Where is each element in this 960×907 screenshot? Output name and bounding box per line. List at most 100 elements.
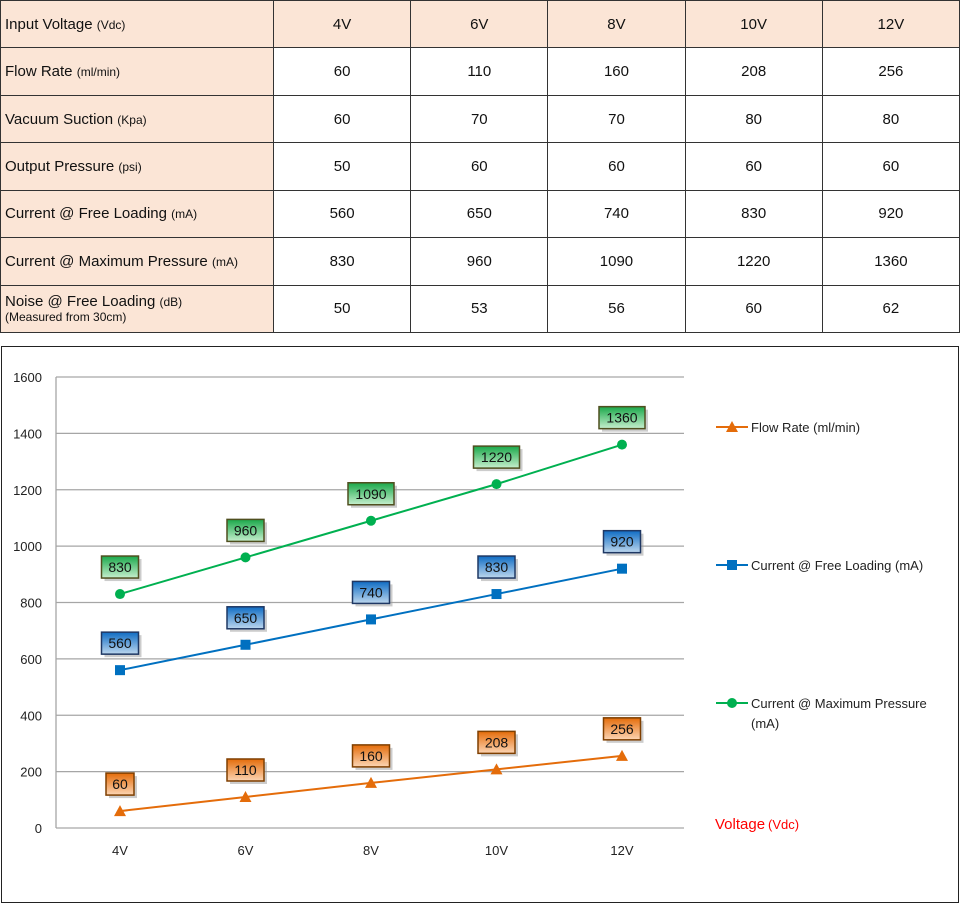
- y-tick-label: 1400: [13, 426, 42, 441]
- unit-text: (psi): [118, 159, 142, 174]
- x-axis-title-text: Voltage: [715, 816, 765, 833]
- value-cell: 60: [410, 142, 549, 191]
- data-label: 160: [359, 748, 383, 764]
- x-axis-title: Voltage (Vdc): [715, 816, 799, 833]
- table-row: Output Pressure (psi) 50 60 60 60 60: [0, 142, 960, 191]
- value-cell: 60: [547, 142, 686, 191]
- value-cell: 160: [547, 47, 686, 96]
- circle-marker: [240, 552, 251, 563]
- data-label: 1360: [606, 410, 637, 426]
- y-tick-label: 1000: [13, 539, 42, 554]
- unit-text: (Kpa): [117, 112, 147, 127]
- data-label: 110: [234, 762, 257, 778]
- data-label-box: [477, 730, 516, 755]
- unit-text: (ml/min): [76, 65, 121, 80]
- value-cell: 560: [272, 189, 412, 239]
- y-tick-label: 1200: [13, 483, 42, 498]
- table-row: Current @ Free Loading (mA) 560 650 740 830 9…: [0, 189, 960, 239]
- table-row: Noise @ Free Loading (dB) (Measured from …: [0, 284, 960, 334]
- value-cell: 650: [410, 189, 549, 239]
- data-label-box: [598, 405, 646, 430]
- data-label-box: [477, 555, 516, 579]
- row-label: Output Pressure (psi): [0, 142, 274, 191]
- data-label-box: [226, 606, 265, 630]
- spec-table: Input Voltage (Vdc) 4V 6V 8V 10V 12V Flow Rate…: [0, 0, 960, 334]
- row-label: Flow Rate (ml/min): [0, 47, 274, 96]
- row-label: Current @ Maximum Pressure (mA): [0, 237, 274, 286]
- data-label: 60: [112, 776, 128, 792]
- label-text: Output Pressure: [5, 157, 115, 175]
- y-tick-label: 400: [20, 708, 42, 723]
- value-cell: 50: [272, 284, 412, 334]
- data-label-box: [347, 482, 395, 506]
- square-marker: [491, 589, 502, 600]
- x-tick-label: 12V: [610, 843, 633, 858]
- row-label: Input Voltage (Vdc): [0, 0, 274, 49]
- unit-text: (Vdc): [96, 17, 126, 32]
- y-tick-label: 800: [20, 596, 42, 611]
- data-label-box: [226, 518, 265, 543]
- value-cell: 60: [821, 142, 960, 191]
- label-text: Current @ Free Loading: [5, 205, 167, 223]
- data-label-box: [100, 555, 140, 579]
- x-tick-label: 10V: [485, 843, 508, 858]
- value-cell: 4V: [272, 0, 412, 49]
- value-cell: 12V: [821, 0, 960, 49]
- value-cell: 70: [547, 94, 686, 144]
- value-cell: 208: [684, 47, 823, 96]
- label-text: Flow Rate: [5, 63, 73, 81]
- label-text: Vacuum Suction: [5, 110, 114, 128]
- triangle-marker: [616, 749, 628, 761]
- table-row: Flow Rate (ml/min) 60 110 160 208 256: [0, 47, 960, 96]
- value-cell: 1360: [821, 237, 960, 286]
- data-label: 920: [610, 534, 634, 550]
- data-label-box: [100, 631, 140, 655]
- square-marker: [115, 665, 125, 676]
- legend-square-icon: [727, 560, 737, 570]
- data-label-box: [602, 529, 642, 554]
- square-marker: [240, 639, 251, 650]
- circle-marker: [115, 589, 125, 600]
- table-row: Current @ Maximum Pressure (mA) 830 960 109…: [0, 237, 960, 286]
- value-cell: 60: [684, 142, 823, 191]
- triangle-marker: [365, 776, 377, 788]
- legend-label: Current @ Free Loading (mA): [751, 558, 923, 573]
- value-cell: 53: [410, 284, 549, 334]
- data-label-box: [351, 744, 391, 768]
- value-cell: 830: [684, 189, 823, 239]
- value-cell: 70: [410, 94, 549, 144]
- data-label: 830: [108, 559, 132, 575]
- legend-label: Current @ Maximum Pressure: [751, 696, 927, 711]
- value-cell: 50: [272, 142, 412, 191]
- square-marker: [366, 614, 376, 625]
- row-label: Vacuum Suction (Kpa): [0, 94, 274, 144]
- value-cell: 1090: [547, 237, 686, 286]
- legend-label: Flow Rate (ml/min): [751, 420, 860, 435]
- value-cell: 62: [821, 284, 960, 334]
- circle-marker: [491, 479, 502, 490]
- data-label-box: [351, 580, 391, 605]
- data-label: 256: [610, 721, 634, 737]
- unit-text: (mA): [171, 207, 198, 222]
- triangle-marker: [490, 763, 503, 775]
- value-cell: 6V: [410, 0, 549, 49]
- unit-text: (dB): [159, 295, 183, 310]
- data-label: 650: [234, 610, 258, 626]
- x-tick-label: 6V: [238, 843, 254, 858]
- legend-circle-icon: [727, 698, 737, 708]
- data-label-box: [226, 758, 265, 782]
- y-tick-label: 0: [35, 821, 42, 836]
- unit-text: (mA): [211, 254, 238, 269]
- value-cell: 10V: [684, 0, 823, 49]
- circle-marker: [617, 439, 627, 450]
- data-label: 740: [359, 584, 383, 600]
- y-tick-label: 600: [20, 652, 42, 667]
- square-marker: [617, 563, 627, 574]
- value-cell: 740: [547, 189, 686, 239]
- note-text: (Measured from 30cm): [5, 310, 127, 325]
- y-tick-label: 1600: [13, 370, 42, 385]
- label-text: Input Voltage: [5, 15, 93, 33]
- value-cell: 56: [547, 284, 686, 334]
- voltage-chart: 0 200 400 600 800 1000 1200 1400 1600 4V 6V 8V 10V 12…: [1, 346, 959, 903]
- value-cell: 60: [272, 94, 412, 144]
